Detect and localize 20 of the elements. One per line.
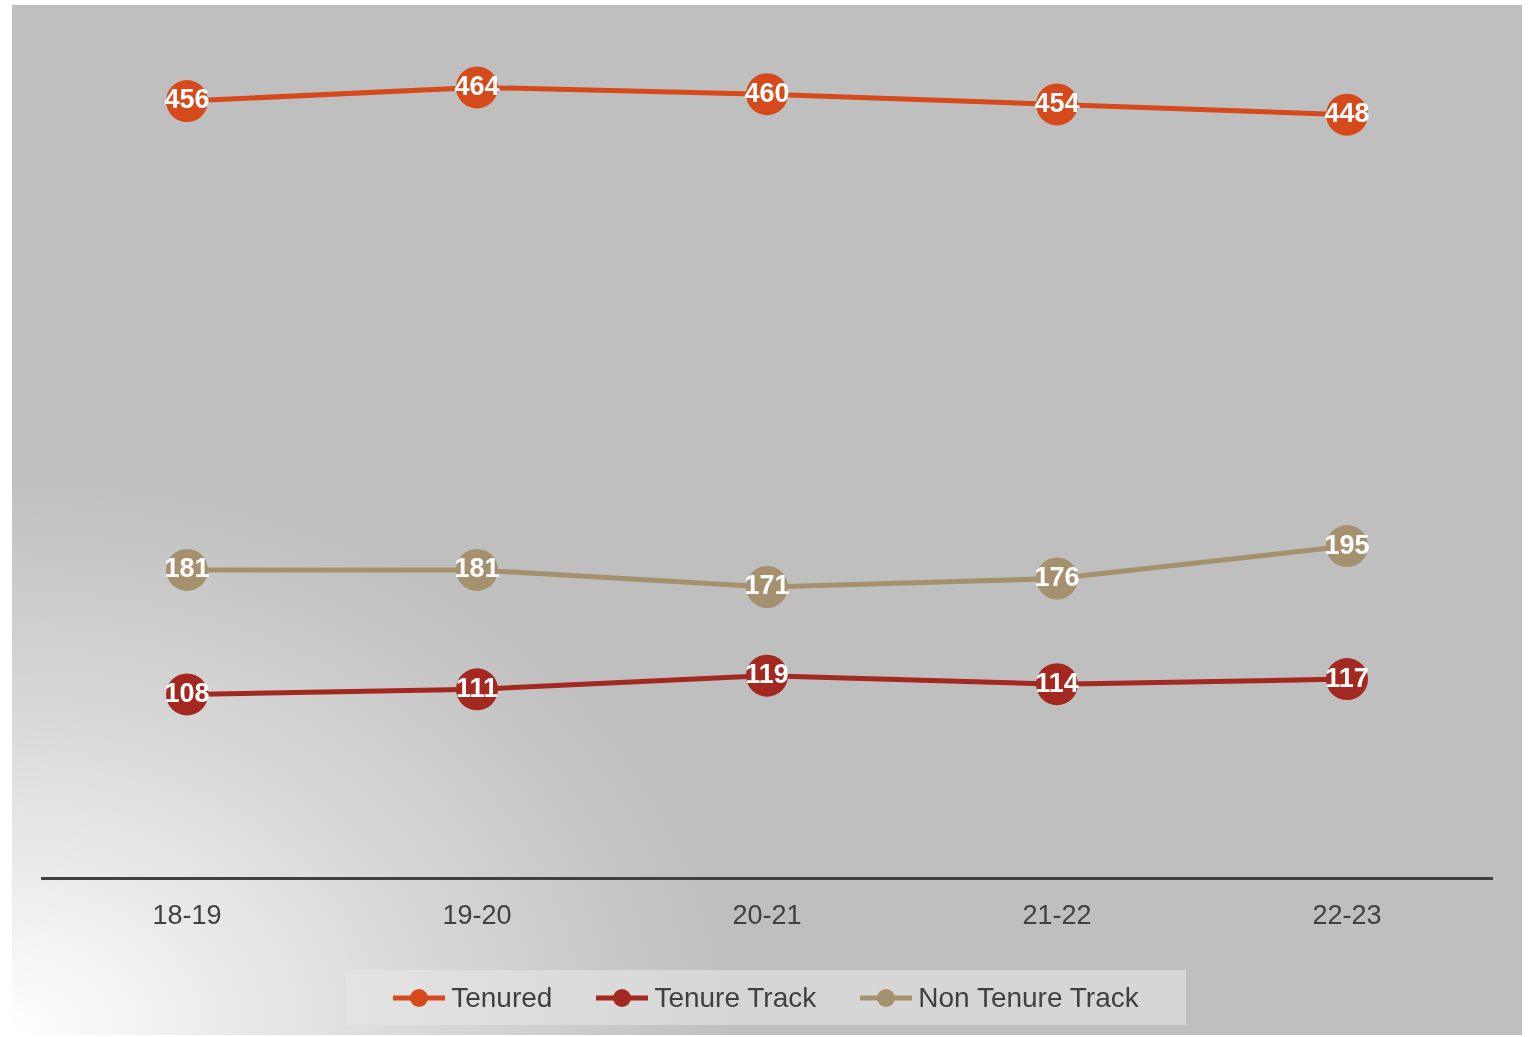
data-label: 176 [1034, 561, 1080, 592]
data-label: 111 [455, 672, 499, 703]
legend-label: Non Tenure Track [918, 981, 1139, 1014]
data-label: 454 [1034, 87, 1080, 118]
x-tick-label: 19-20 [442, 900, 512, 931]
data-label: 117 [1325, 662, 1369, 693]
data-label: 119 [745, 659, 789, 690]
data-label: 181 [164, 553, 210, 584]
data-label: 114 [1035, 667, 1079, 698]
data-label: 181 [454, 553, 500, 584]
legend-label: Tenure Track [654, 981, 817, 1014]
data-label: 108 [164, 677, 210, 708]
legend-label: Tenured [451, 981, 553, 1014]
x-tick-label: 18-19 [152, 900, 222, 931]
data-label: 171 [744, 570, 790, 601]
data-label: 464 [454, 70, 500, 101]
data-label: 460 [744, 77, 790, 108]
x-tick-label: 22-23 [1312, 900, 1382, 931]
x-tick-label: 20-21 [732, 900, 802, 931]
x-tick-label: 21-22 [1022, 900, 1092, 931]
